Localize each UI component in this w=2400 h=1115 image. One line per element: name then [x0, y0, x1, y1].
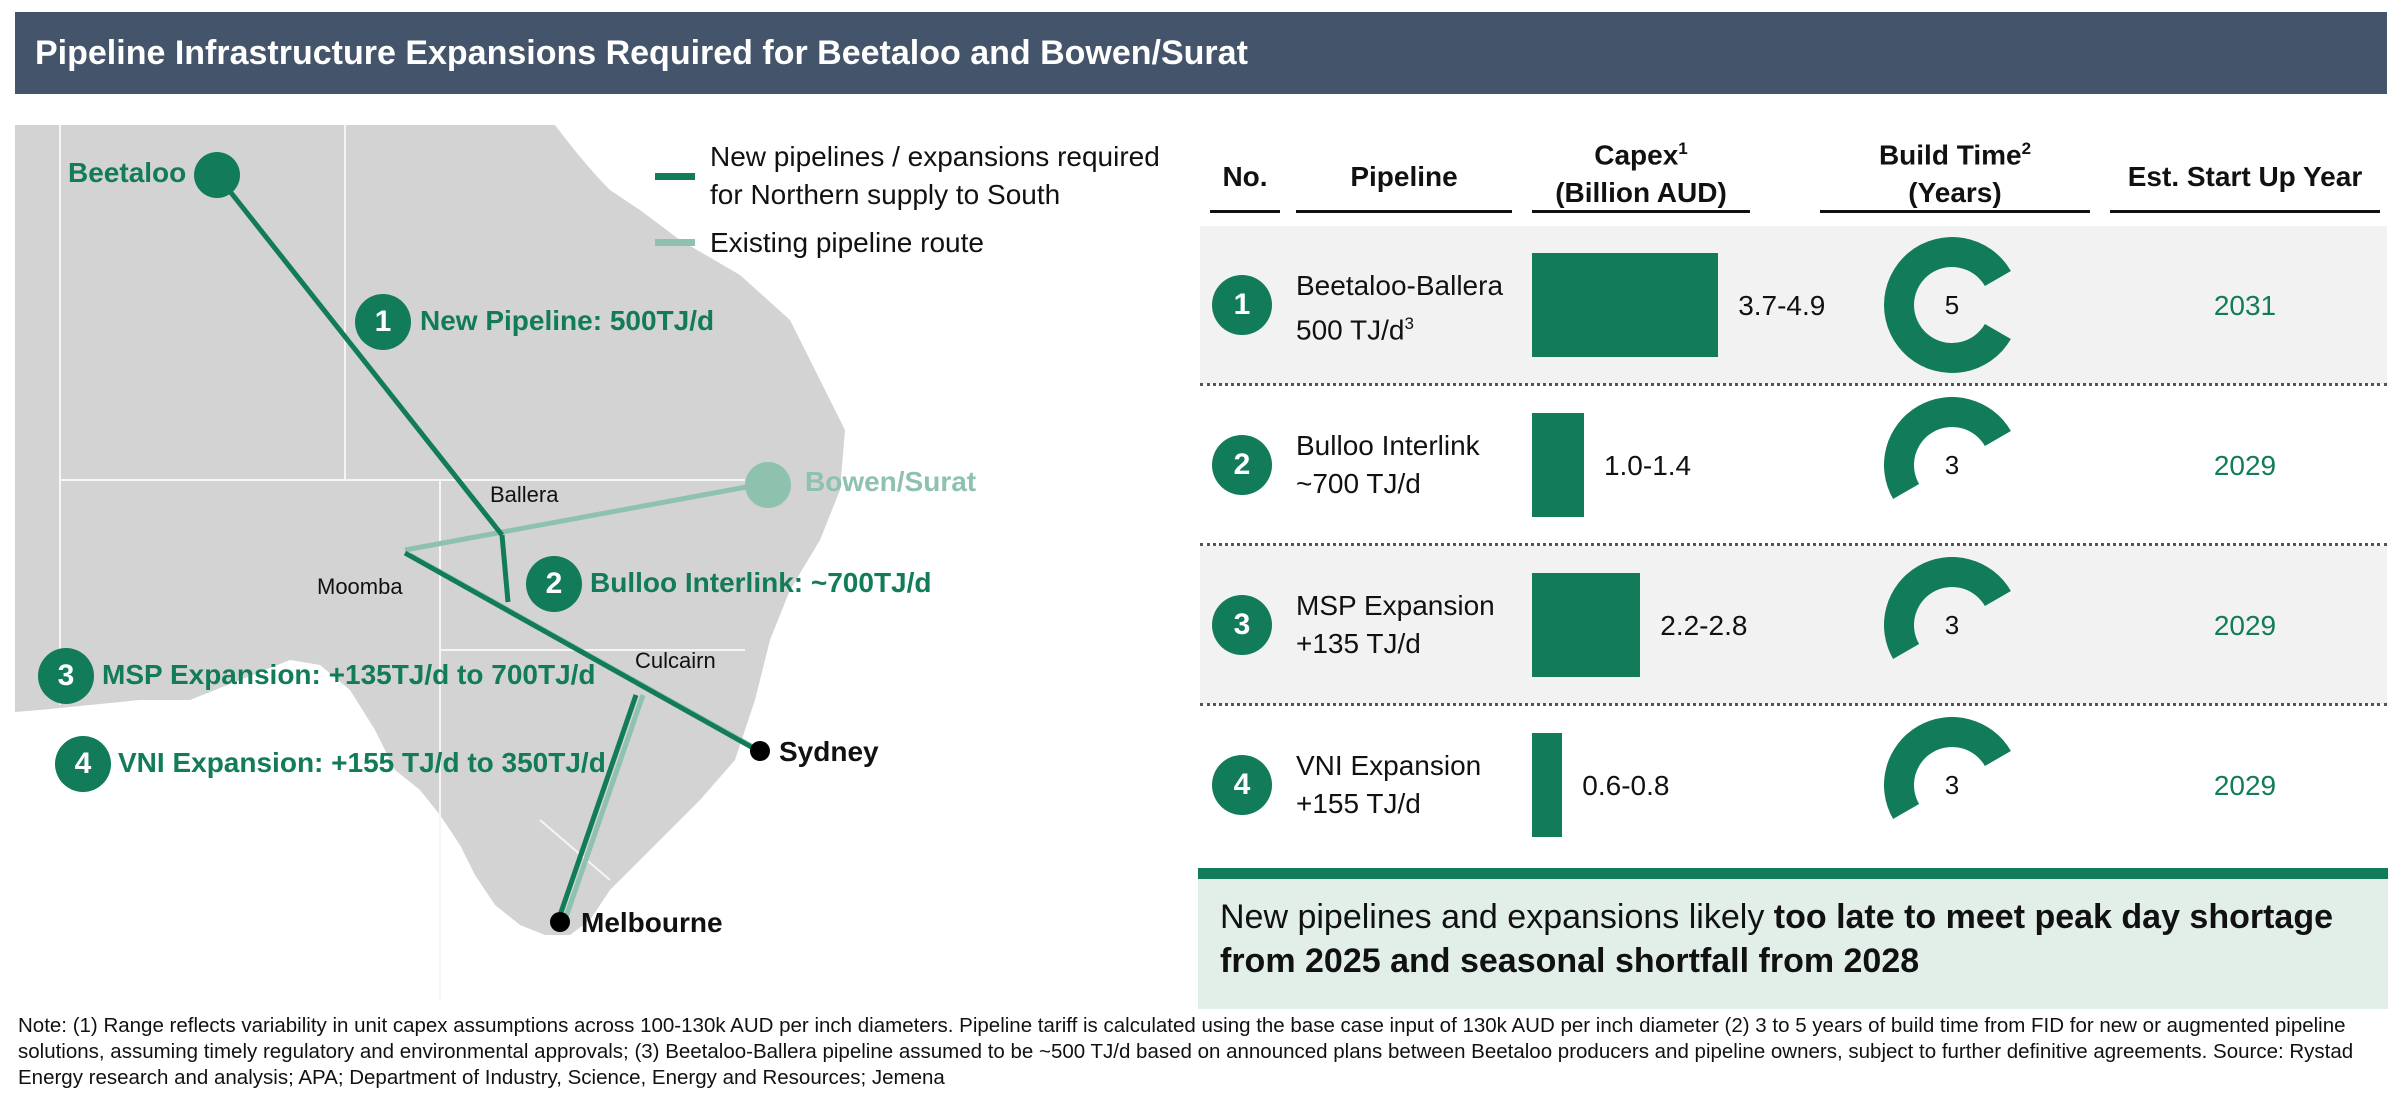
map-project-2-label: Bulloo Interlink: ~700TJ/d — [590, 567, 932, 598]
header-underline — [1820, 210, 2090, 213]
sydney-label: Sydney — [779, 736, 879, 767]
capex-bar — [1532, 253, 1719, 357]
bowen-surat-marker — [745, 462, 791, 508]
table-row-bg — [1200, 226, 2387, 384]
pipeline-name: Beetaloo-Ballera 500 TJ/d3 — [1296, 270, 1504, 346]
build-time-donut — [1884, 397, 2011, 499]
key-takeaway-callout: New pipelines and expansions likely too … — [1198, 879, 2388, 1009]
beetaloo-marker — [194, 152, 240, 198]
capex-value: 2.2-2.8 — [1660, 610, 1748, 641]
map-project-1-label: New Pipeline: 500TJ/d — [420, 305, 715, 336]
header-build-time: Build Time2 (Years) — [1878, 139, 2032, 209]
sydney-dot — [750, 741, 770, 761]
map-project-2-marker: 2 — [526, 556, 582, 612]
header-capex: Capex1 (Billion AUD) — [1555, 139, 1727, 209]
map-project-4-label: VNI Expansion: +155 TJ/d to 350TJ/d — [118, 747, 606, 778]
build-time-value: 3 — [1944, 610, 1960, 640]
start-year: 2029 — [2213, 450, 2277, 481]
beetaloo-label: Beetaloo — [68, 157, 187, 188]
row-separator — [1200, 543, 2387, 546]
build-time-donut — [1884, 717, 2011, 819]
callout-text: New pipelines and expansions likely — [1220, 898, 1774, 936]
start-year: 2029 — [2213, 770, 2277, 801]
row-separator — [1200, 703, 2387, 706]
moomba-label: Moomba — [317, 574, 403, 599]
melbourne-label: Melbourne — [581, 907, 723, 938]
header-no: No. — [1222, 161, 1268, 192]
row-number-badge: 2 — [1212, 435, 1272, 495]
row-separator — [1200, 383, 2387, 386]
page-title: Pipeline Infrastructure Expansions Requi… — [15, 12, 2387, 94]
australia-landmass — [15, 125, 845, 935]
pipeline-name: Bulloo Interlink ~700 TJ/d — [1296, 430, 1480, 499]
start-year: 2029 — [2213, 610, 2277, 641]
row-number-badge: 4 — [1212, 755, 1272, 815]
melbourne-dot — [550, 912, 570, 932]
callout-accent-bar — [1198, 868, 2388, 879]
map-project-1-marker: 1 — [355, 294, 411, 350]
legend-new-line — [655, 173, 695, 180]
state-borders — [59, 125, 745, 1000]
capex-value: 1.0-1.4 — [1603, 450, 1692, 481]
legend-new-label: New pipelines / expansions required for … — [710, 141, 1160, 210]
header-underline — [1296, 210, 1512, 213]
build-time-value: 5 — [1944, 290, 1960, 320]
bowen-surat-label: Bowen/Surat — [805, 466, 977, 497]
pipeline-name: MSP Expansion +135 TJ/d — [1296, 590, 1495, 659]
header-underline — [1532, 210, 1750, 213]
header-pipeline: Pipeline — [1350, 161, 1458, 192]
capex-bar — [1532, 733, 1563, 837]
build-time-donut — [1884, 557, 2011, 659]
build-time-value: 3 — [1944, 770, 1960, 800]
map-project-3-label: MSP Expansion: +135TJ/d to 700TJ/d — [102, 659, 596, 690]
row-number-badge: 3 — [1212, 595, 1272, 655]
callout-bold-text: too late to meet peak day shortage from … — [1220, 898, 2334, 980]
new-pipelines — [215, 173, 764, 922]
row-number-badge: 1 — [1212, 275, 1272, 335]
capex-bar — [1532, 573, 1641, 677]
map-project-3-marker: 3 — [38, 648, 94, 704]
build-time-donut — [1884, 237, 2011, 373]
build-time-value: 3 — [1944, 450, 1960, 480]
legend-existing-label: Existing pipeline route — [710, 227, 984, 258]
header-underline — [1210, 210, 1280, 213]
culcairn-label: Culcairn — [635, 648, 716, 673]
capex-value: 0.6-0.8 — [1582, 770, 1670, 801]
legend-existing-line — [655, 239, 695, 246]
capex-value: 3.7-4.9 — [1738, 290, 1826, 321]
table-row-bg — [1200, 546, 2387, 704]
ballera-label: Ballera — [490, 482, 559, 507]
start-year: 2031 — [2213, 290, 2277, 321]
pipeline-name: VNI Expansion +155 TJ/d — [1296, 750, 1482, 819]
footnote: Note: (1) Range reflects variability in … — [18, 1014, 2354, 1089]
capex-bar — [1532, 413, 1584, 517]
pipeline-map — [15, 125, 845, 1000]
map-project-4-marker: 4 — [55, 736, 111, 792]
header-underline — [2110, 210, 2380, 213]
header-start-year: Est. Start Up Year — [2127, 161, 2363, 192]
